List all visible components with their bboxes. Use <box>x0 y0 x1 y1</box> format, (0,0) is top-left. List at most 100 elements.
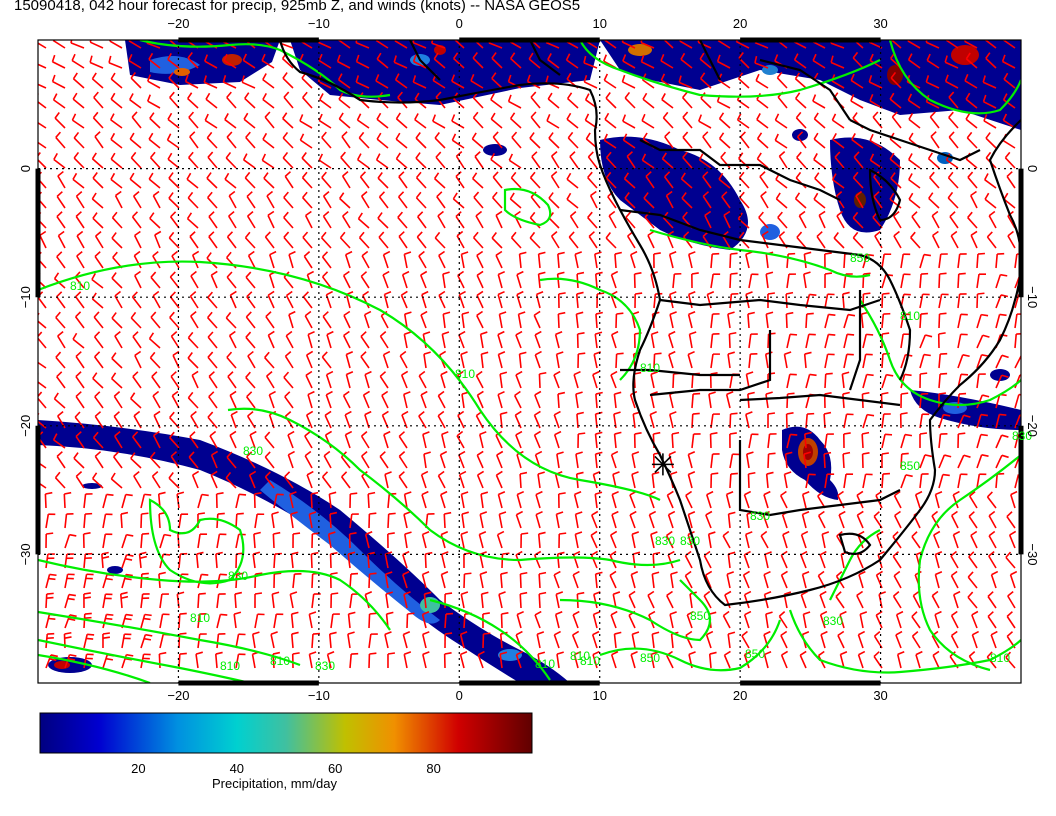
wind-barb <box>349 513 359 529</box>
wind-barb <box>786 273 796 289</box>
wind-barb <box>168 72 180 89</box>
wind-barb <box>342 330 351 349</box>
wind-barb <box>557 251 565 269</box>
wind-barb <box>496 450 504 469</box>
wind-barb <box>53 272 66 289</box>
wind-barb <box>650 271 658 289</box>
wind-barb <box>64 573 75 589</box>
wind-barb <box>518 251 527 269</box>
wind-barb <box>132 190 142 209</box>
wind-barb <box>113 451 123 469</box>
wind-barb <box>337 73 351 89</box>
wind-barb <box>57 330 66 349</box>
wind-barb <box>729 252 738 269</box>
wind-barb <box>965 52 978 69</box>
wind-barb <box>915 650 923 669</box>
wind-barb <box>803 351 812 369</box>
wind-barb <box>556 651 564 669</box>
wind-barb <box>379 371 389 389</box>
wind-barb <box>710 273 721 289</box>
wind-barb <box>594 431 603 449</box>
wind-barb <box>349 572 359 589</box>
wind-barb <box>575 471 584 489</box>
wind-barb <box>83 512 93 529</box>
wind-barb <box>456 230 465 249</box>
wind-barb <box>934 610 942 629</box>
wind-barb <box>73 131 85 149</box>
wind-barb <box>957 354 970 369</box>
wind-barb <box>881 472 891 489</box>
wind-barb <box>501 552 510 569</box>
wind-barb <box>247 350 256 369</box>
wind-barb <box>169 91 180 109</box>
wind-barb <box>537 531 546 549</box>
wind-barb <box>553 570 561 589</box>
wind-barb <box>264 431 275 449</box>
wind-barb <box>574 531 583 549</box>
wind-barb <box>834 151 845 169</box>
wind-barb <box>52 93 66 109</box>
wind-barb <box>325 390 333 409</box>
wind-barb <box>709 372 718 389</box>
wind-barb <box>311 632 321 649</box>
wind-barb <box>938 473 950 489</box>
wind-barb <box>1005 651 1016 669</box>
wind-barb <box>947 171 959 189</box>
wind-barb <box>227 371 237 389</box>
wind-barb <box>188 151 199 169</box>
wind-barb <box>688 251 696 269</box>
wind-barb <box>491 232 503 249</box>
wind-barb <box>573 370 581 389</box>
wind-barb <box>283 231 294 249</box>
wind-barb <box>538 571 547 589</box>
wind-barb <box>615 312 624 329</box>
wind-barb <box>433 52 446 69</box>
wind-barb <box>629 510 637 529</box>
wind-barb <box>556 271 565 289</box>
wind-barb <box>795 111 807 129</box>
wind-barb <box>94 451 104 469</box>
wind-barb <box>475 370 484 389</box>
wind-barb <box>133 250 142 269</box>
wind-barb <box>245 131 256 149</box>
wind-barb <box>625 211 636 229</box>
wind-barb <box>890 71 902 89</box>
wind-barb <box>982 94 997 109</box>
wind-barb <box>819 610 828 629</box>
wind-barb <box>71 113 85 129</box>
wind-barb <box>1008 530 1017 549</box>
wind-barb <box>324 410 332 429</box>
wind-barb <box>1006 511 1016 529</box>
wind-barb <box>785 412 794 429</box>
wind-barb <box>216 632 226 649</box>
wind-barb <box>440 571 449 589</box>
wind-barb <box>710 333 720 349</box>
wind-barb <box>167 112 180 129</box>
wind-barb <box>254 613 265 629</box>
wind-barb <box>178 513 189 529</box>
wind-barb <box>209 430 218 449</box>
wind-barb <box>743 650 752 669</box>
contour-label: 830 <box>243 444 263 458</box>
wind-barb <box>583 55 598 69</box>
wind-barb <box>132 331 142 349</box>
wind-barb <box>384 571 393 589</box>
wind-barb <box>892 531 902 549</box>
wind-barb <box>299 114 313 129</box>
wind-barb <box>881 433 893 449</box>
wind-barb <box>91 472 104 489</box>
wind-barb <box>51 54 66 69</box>
wind-barb <box>102 533 113 549</box>
wind-barb <box>651 571 660 589</box>
wind-barb <box>805 333 816 349</box>
wind-barb <box>843 313 856 329</box>
wind-barb <box>322 190 332 209</box>
wind-barb <box>342 390 351 409</box>
wind-barb <box>892 591 902 609</box>
wind-barb <box>244 171 256 189</box>
wind-barb <box>498 591 506 609</box>
wind-barb <box>668 330 676 349</box>
wind-barb <box>109 40 123 49</box>
wind-barb <box>623 172 636 189</box>
wind-barb <box>803 451 811 469</box>
